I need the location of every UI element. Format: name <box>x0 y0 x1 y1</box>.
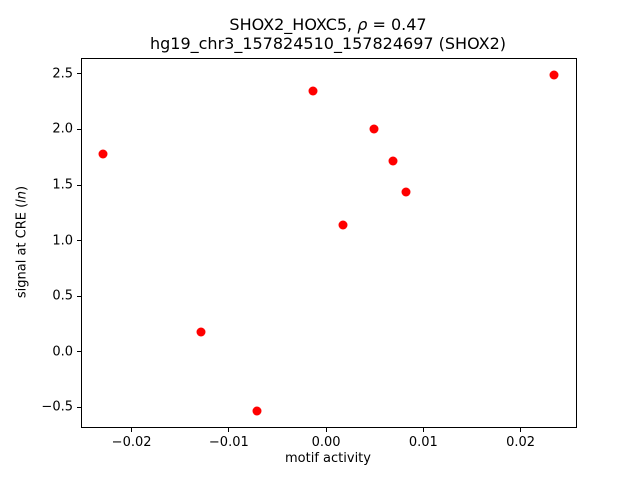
scatter-point <box>98 149 108 159</box>
x-tick-label: 0.00 <box>311 435 341 450</box>
x-tick <box>520 428 522 432</box>
scatter-point <box>388 156 398 166</box>
x-tick-label: −0.01 <box>208 435 249 450</box>
x-tick-label: −0.02 <box>111 435 152 450</box>
scatter-point <box>369 124 379 134</box>
y-tick <box>77 73 81 75</box>
scatter-point <box>401 187 411 197</box>
chart-title: SHOX2_HOXC5, ρ = 0.47 hg19_chr3_15782451… <box>81 15 575 53</box>
y-tick-label: 0.5 <box>52 288 73 304</box>
title-text-prefix: SHOX2_HOXC5, <box>229 15 358 34</box>
y-tick-label: 2.0 <box>52 121 73 137</box>
y-tick-label: 1.5 <box>52 177 73 193</box>
y-axis-label-ln: ln <box>14 190 30 203</box>
y-tick <box>77 240 81 242</box>
y-tick <box>77 295 81 297</box>
y-tick <box>77 128 81 130</box>
scatter-point <box>196 327 206 337</box>
y-tick-label: 2.5 <box>52 66 73 82</box>
y-tick <box>77 184 81 186</box>
x-axis-label: motif activity <box>285 451 371 466</box>
y-tick <box>77 351 81 353</box>
scatter-point <box>338 220 348 230</box>
y-axis-label-suffix: ) <box>14 185 30 191</box>
x-tick <box>422 428 424 432</box>
x-tick-label: 0.01 <box>408 435 438 450</box>
y-axis-label-prefix: signal at CRE ( <box>14 202 30 299</box>
y-tick-label: −0.5 <box>41 399 73 415</box>
x-tick-label: 0.02 <box>506 435 536 450</box>
scatter-point <box>252 406 262 416</box>
title-text-suffix: = 0.47 <box>367 15 427 34</box>
plot-area: −0.02 −0.01 0.00 0.01 0.02 −0.5 0.0 0.5 1.0 1.5 2.… <box>41 58 577 450</box>
y-axis-label: signal at CRE (ln) <box>15 186 30 298</box>
scatter-point <box>549 70 559 80</box>
chart-title-line-2: hg19_chr3_157824510_157824697 (SHOX2) <box>149 34 507 53</box>
x-tick <box>131 428 133 432</box>
y-tick-label: 1.0 <box>52 233 73 249</box>
x-tick <box>325 428 327 432</box>
rho-symbol: ρ <box>357 15 368 34</box>
y-tick-label: 0.0 <box>52 344 73 360</box>
chart-title-line-1: SHOX2_HOXC5, ρ = 0.47 <box>81 15 575 34</box>
scatter-point <box>308 86 318 96</box>
y-tick <box>77 406 81 408</box>
x-tick <box>228 428 230 432</box>
